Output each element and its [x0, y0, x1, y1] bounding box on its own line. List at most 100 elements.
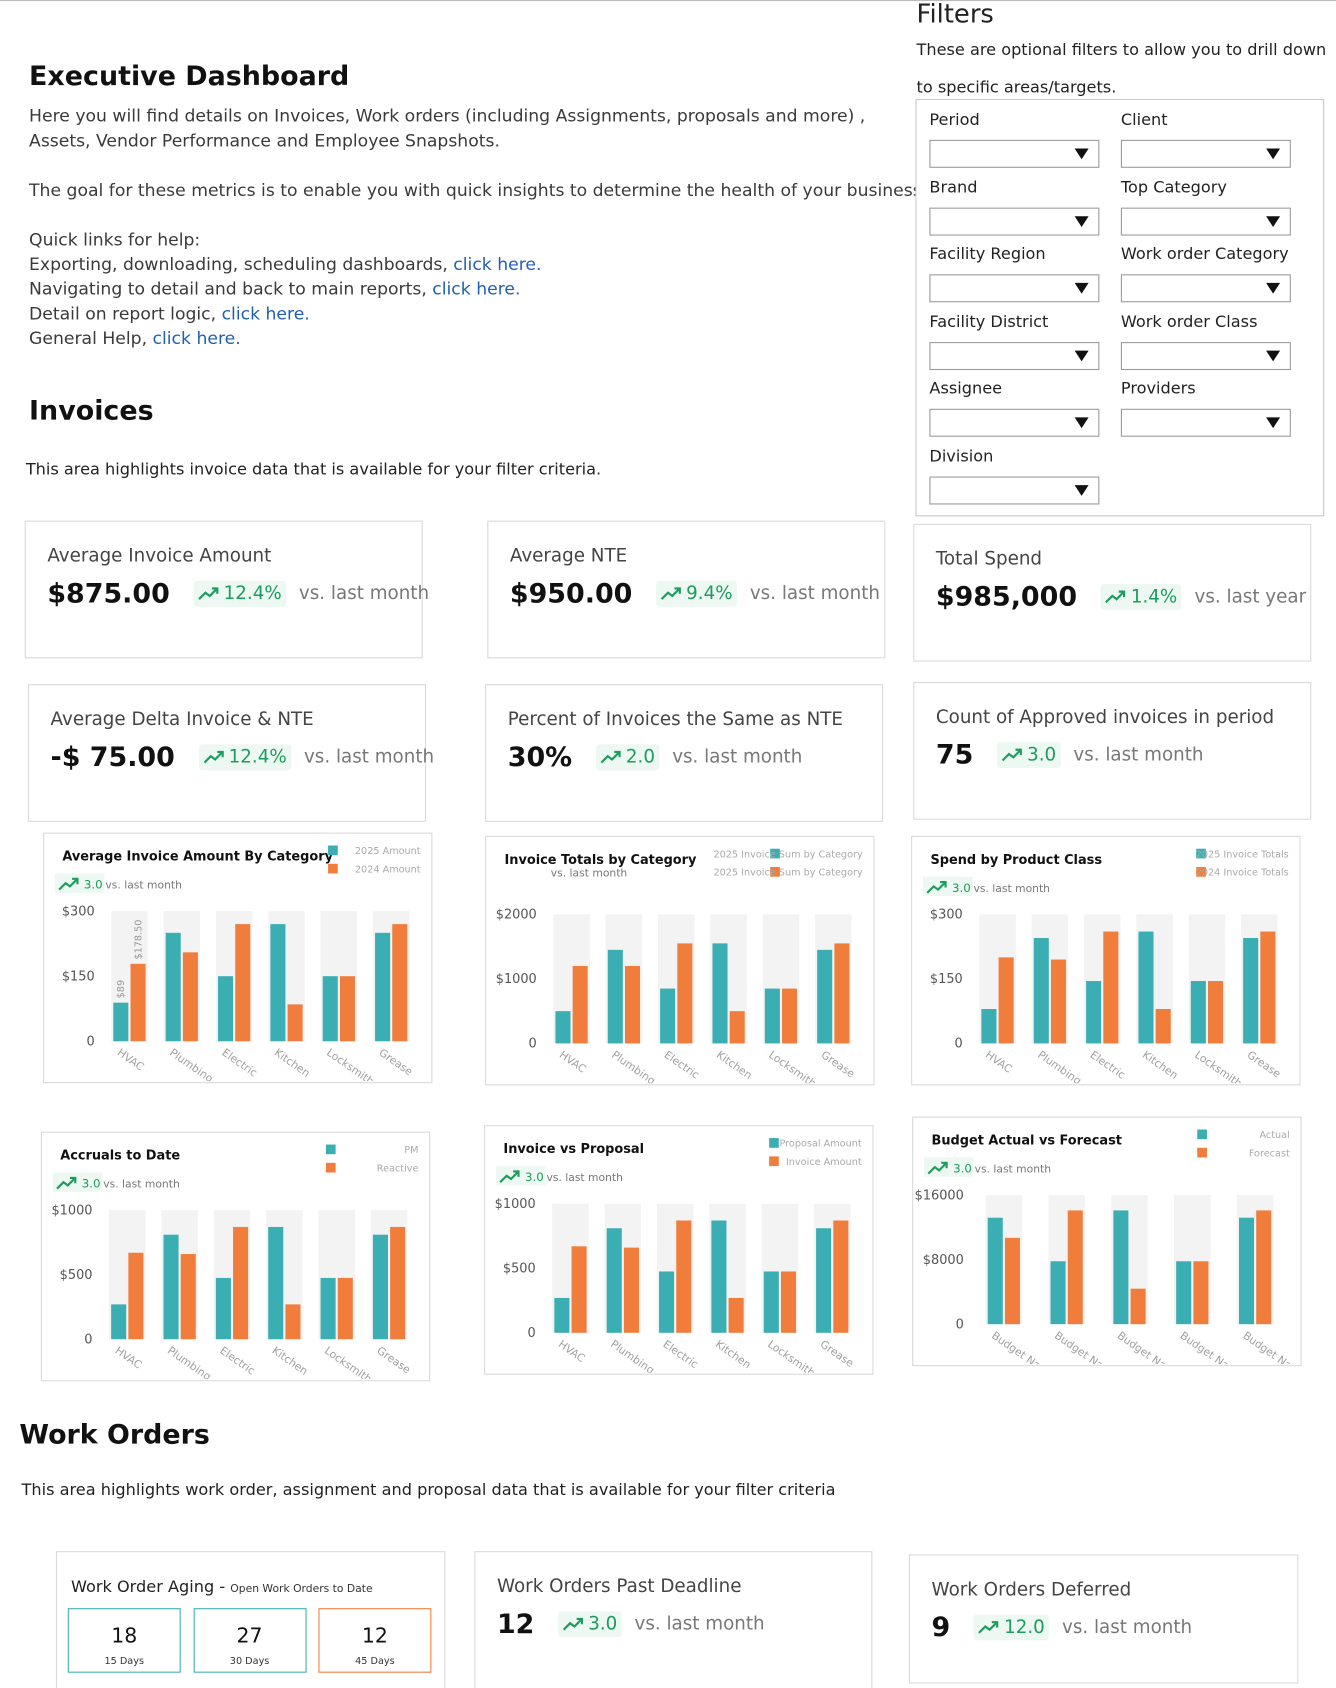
chart-card: Accruals to Date PM Reactive 3.0 vs. last mo… [40, 1131, 431, 1386]
trend-arrow [614, 750, 621, 757]
bar [372, 1234, 388, 1340]
chart-comparison: vs. last month [551, 867, 628, 880]
bar [337, 1277, 353, 1340]
filter-select[interactable] [1120, 139, 1291, 168]
legend-swatch [769, 1156, 779, 1167]
filter-select[interactable] [1120, 274, 1291, 303]
y-tick-label: 0 [529, 1037, 537, 1052]
kpi-change: 12.4% [198, 743, 292, 770]
kpi-value: $875.00 [47, 577, 170, 609]
bar [390, 1226, 406, 1340]
kpi-change: 12.4% [193, 580, 287, 607]
bar [1050, 959, 1067, 1044]
y-tick-label: $150 [930, 972, 963, 987]
x-tick-label: Grease [819, 1048, 858, 1081]
y-tick-label: $8000 [923, 1253, 964, 1268]
chart: Invoice vs Proposal Proposal Amount Invoic… [495, 1138, 862, 1379]
dropdown-triangle [1266, 148, 1281, 160]
x-tick-label: Locksmith [766, 1048, 818, 1083]
bar [1155, 1009, 1171, 1044]
bar [998, 957, 1014, 1044]
kpi-change: 3.0 [558, 1610, 622, 1637]
bucket-count: 18 [111, 1624, 138, 1648]
kpi-value: 75 [935, 739, 974, 771]
x-tick-label: Locksmith [765, 1338, 817, 1373]
bar [1176, 1261, 1192, 1325]
filter-select[interactable] [929, 475, 1100, 504]
kpi-row: 75 3.0 vs. last month [936, 739, 1204, 770]
kpi-card: Percent of Invoices the Same as NTE 30% 2.… [485, 684, 884, 822]
change-pill [924, 1157, 974, 1177]
bar [571, 1246, 587, 1333]
filter-select[interactable] [929, 408, 1100, 437]
kpi-change-value: 3.0 [588, 1613, 618, 1635]
trend-arrow [211, 586, 219, 594]
kpi-row: 12 3.0 vs. last month [497, 1608, 765, 1639]
legend-label: 2025 Invoice Totals [1196, 849, 1289, 860]
legend-swatch [328, 845, 338, 856]
aging-title: Work Order Aging - [70, 1576, 231, 1597]
dropdown-triangle [1266, 417, 1281, 429]
filter-label: Facility District [929, 311, 1049, 331]
chart: Accruals to Date PM Reactive 3.0 vs. last mo… [51, 1144, 418, 1386]
y-tick-label: 0 [84, 1333, 92, 1348]
x-tick-label: HVAC [556, 1338, 588, 1366]
bucket-label: 15 Days [104, 1656, 145, 1668]
y-tick-label: $500 [503, 1262, 536, 1277]
chart-comparison: vs. last month [546, 1171, 622, 1184]
filter-select[interactable] [1120, 207, 1291, 236]
bar [180, 1254, 196, 1340]
chart: Average Invoice Amount By Category 2025 A… [54, 845, 421, 1088]
bar [555, 1011, 571, 1044]
bar [834, 943, 850, 1044]
bar [554, 1297, 570, 1333]
kpi-row: $950.00 9.4% vs. last month [510, 578, 880, 609]
help-heading: Quick links for help: [29, 229, 201, 250]
aging-bucket: 27 30 Days [193, 1608, 307, 1673]
bar [606, 1228, 622, 1333]
legend-swatch [328, 863, 338, 874]
dropdown-arrow [1074, 148, 1089, 160]
bar [660, 988, 676, 1044]
filter-label: Assignee [929, 378, 1003, 399]
kpi-comparison: vs. last month [1073, 743, 1204, 766]
dropdown-arrow [1266, 350, 1281, 361]
kpi-comparison: vs. last month [672, 745, 803, 768]
dropdown-arrow [1074, 350, 1089, 361]
trend-icon [927, 1161, 948, 1175]
tab-label: Executive Dashboard [5, 1, 165, 5]
x-tick-label: Electric [1088, 1048, 1128, 1082]
dropdown-triangle [1074, 282, 1089, 294]
trend-line [660, 587, 681, 600]
filter-select[interactable] [929, 207, 1100, 236]
filter-select[interactable] [929, 341, 1100, 370]
help-link[interactable]: click here. [152, 328, 241, 349]
filter-label: Facility Region [929, 244, 1046, 264]
bar [285, 1304, 301, 1340]
kpi-change: 1.4% [1100, 583, 1182, 610]
bar [780, 1271, 797, 1333]
chart-title: Budget Actual vs Forecast [932, 1134, 1122, 1149]
help-link[interactable]: click here. [221, 303, 310, 324]
bar [817, 949, 833, 1044]
chart: Invoice Totals by Category 2025 Invoice S… [496, 848, 863, 1090]
x-tick-label: Grease [374, 1344, 413, 1377]
trend-icon [58, 877, 79, 891]
bar [1260, 931, 1276, 1044]
filter-select[interactable] [1120, 341, 1291, 370]
help-link[interactable]: click here. [432, 278, 521, 300]
help-link[interactable]: click here. [453, 253, 542, 275]
filter-select[interactable] [929, 139, 1100, 168]
filter-select[interactable] [929, 274, 1100, 303]
x-tick-label: Budget Name [1052, 1329, 1120, 1364]
bar [624, 965, 641, 1044]
chart-card: Budget Actual vs Forecast Actual Forecast 3… [912, 1116, 1309, 1382]
chart-comparison: vs. last month [105, 879, 182, 892]
y-tick-label: $1000 [496, 972, 537, 987]
bar [1208, 981, 1224, 1044]
bar [1113, 1210, 1129, 1325]
x-tick-label: Kitchen [272, 1046, 313, 1080]
filter-select[interactable] [1120, 408, 1291, 437]
kpi-card: Total Spend $985,000 1.4% vs. last year [913, 523, 1312, 662]
trend-icon [198, 586, 219, 600]
